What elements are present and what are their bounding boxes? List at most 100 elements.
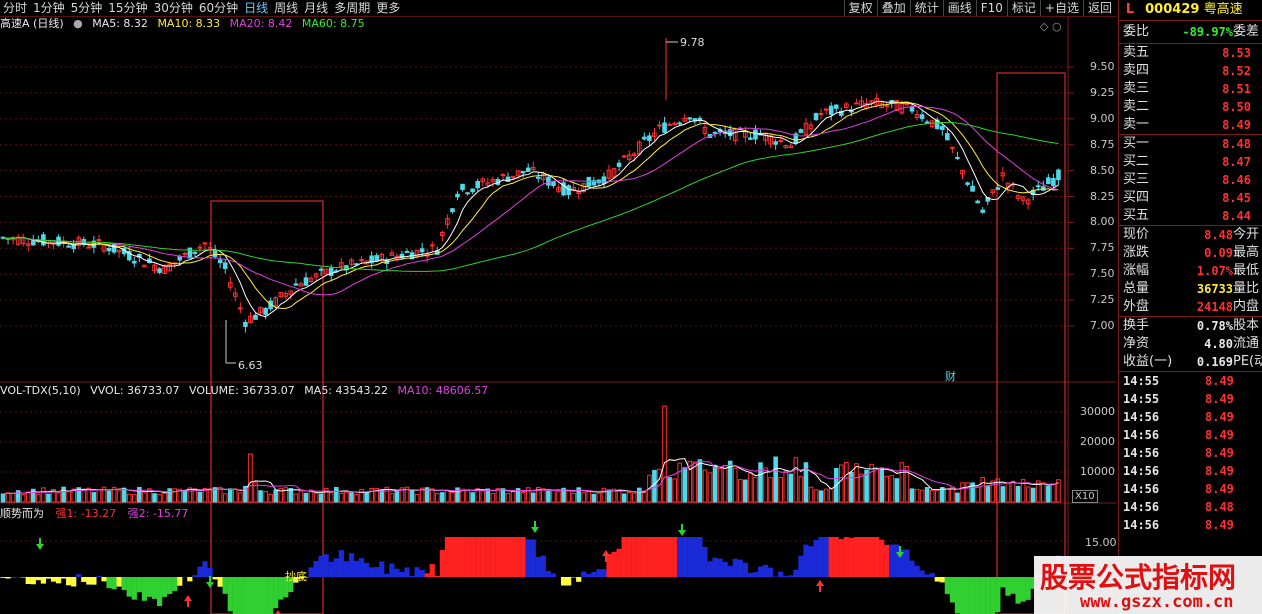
volume-bar (157, 493, 162, 503)
indicator-bar (419, 569, 425, 577)
indicator-bar (156, 577, 163, 607)
indicator-bar (576, 577, 582, 582)
period-tab-10[interactable]: 更多 (376, 1, 401, 15)
volume-bar (601, 487, 607, 503)
candle-body (152, 264, 157, 272)
indicator-bar (990, 577, 996, 614)
volume-bar (732, 467, 738, 503)
candle-body (283, 292, 289, 297)
indicator-bar (414, 567, 420, 577)
indicator-bar (50, 577, 57, 582)
period-tab-5[interactable]: 60分钟 (198, 1, 239, 15)
indicator-bar (369, 567, 375, 577)
candle-body (167, 263, 172, 272)
indicator-bar (515, 537, 521, 577)
tool-button-2[interactable]: 统计 (909, 0, 943, 16)
tick-list[interactable]: 14:55 8.49 14:55 8.49 14:56 8.49 14:56 8.49 14:5… (1119, 372, 1262, 534)
indicator-bar (535, 556, 541, 577)
indicator-bar (242, 577, 248, 614)
period-tab-4[interactable]: 30分钟 (153, 1, 193, 15)
indicator-bar (803, 544, 809, 577)
period-tab-1[interactable]: 1分钟 (33, 1, 65, 15)
candle-body (298, 283, 304, 287)
volume-bar (717, 467, 723, 503)
volume-bar (172, 488, 177, 503)
volume-bar (566, 490, 571, 503)
period-tab-9[interactable]: 多周期 (334, 1, 371, 15)
volume-bar (121, 487, 127, 503)
candle-body (389, 252, 395, 256)
indicator-bar (732, 558, 738, 577)
indicator-bar (545, 571, 551, 577)
indicator-bar (924, 574, 930, 577)
indicator-bar (606, 554, 612, 577)
period-tab-6[interactable]: 日线 (244, 1, 269, 15)
tool-button-6[interactable]: +自选 (1039, 0, 1083, 16)
ma-lines (2, 100, 1059, 318)
indicator-bar (318, 555, 324, 577)
indicator-bar (656, 537, 663, 577)
indicator-bar (252, 577, 259, 614)
candle-body (945, 133, 950, 141)
buy-signal-arrow (184, 595, 192, 601)
volume-bar (510, 491, 516, 503)
settings-icon[interactable]: ● (73, 17, 83, 30)
indicator-bar (379, 561, 385, 577)
candle-body (909, 106, 915, 112)
tool-button-1[interactable]: 叠加 (876, 0, 910, 16)
tool-button-3[interactable]: 画线 (942, 0, 976, 16)
volume-bar (374, 487, 379, 503)
volume-bar (248, 453, 253, 503)
volume-bar (162, 492, 167, 503)
period-tab-8[interactable]: 月线 (304, 1, 329, 15)
candle-body (404, 250, 410, 253)
volume-bar (379, 489, 385, 503)
tool-button-7[interactable]: 返回 (1082, 0, 1116, 16)
candle-body (808, 124, 814, 130)
period-tab-7[interactable]: 周线 (274, 1, 299, 15)
vol-ma10-line (2, 461, 1059, 495)
indicator-panel (0, 521, 1062, 614)
tool-button-4[interactable]: F10 (975, 0, 1007, 16)
stock-code: 000429 (1145, 2, 1200, 17)
volume-bar (530, 492, 536, 503)
candle-body (950, 146, 955, 149)
candle-body (657, 124, 662, 127)
candle-body (960, 169, 965, 175)
period-tab-3[interactable]: 15分钟 (108, 1, 148, 15)
indicator-bar (742, 562, 748, 577)
volume-bar (349, 492, 354, 503)
tool-button-5[interactable]: 标记 (1006, 0, 1040, 16)
indicator-bar (364, 562, 370, 577)
candle-body (510, 175, 516, 179)
candle-body (328, 267, 334, 277)
candle-body (505, 176, 511, 182)
candle-body (601, 176, 607, 185)
volume-bar (243, 485, 248, 503)
indicator-bar (520, 537, 526, 577)
volume-bar (1025, 486, 1031, 503)
volume-bar (667, 477, 672, 503)
kline-chart[interactable]: 9.78 6.63 财 抄底 (0, 0, 1116, 614)
indicator-bar (0, 577, 6, 578)
diamond-icon[interactable]: ◇ ○ (1040, 20, 1062, 33)
volume-bar (965, 482, 970, 503)
volume-bar (51, 488, 56, 503)
candle-body (187, 247, 193, 259)
volume-bar (536, 486, 541, 503)
indicator-bar (207, 568, 213, 577)
indicator-bar (586, 573, 592, 577)
indicator-bar (192, 575, 198, 577)
volume-bar (561, 487, 566, 503)
candle-body (399, 253, 405, 259)
volume-bar (5, 492, 11, 503)
sell-level-4: 卖一 8.49 (1123, 117, 1251, 132)
candle-body (652, 132, 657, 137)
tool-button-0[interactable]: 复权 (843, 0, 877, 16)
candle-body (66, 245, 71, 248)
period-tab-0[interactable]: 分时 (3, 1, 28, 15)
volume-bar (828, 488, 834, 503)
indicator-bar (293, 577, 299, 583)
period-tab-2[interactable]: 5分钟 (70, 1, 103, 15)
volume-bar (783, 470, 789, 503)
